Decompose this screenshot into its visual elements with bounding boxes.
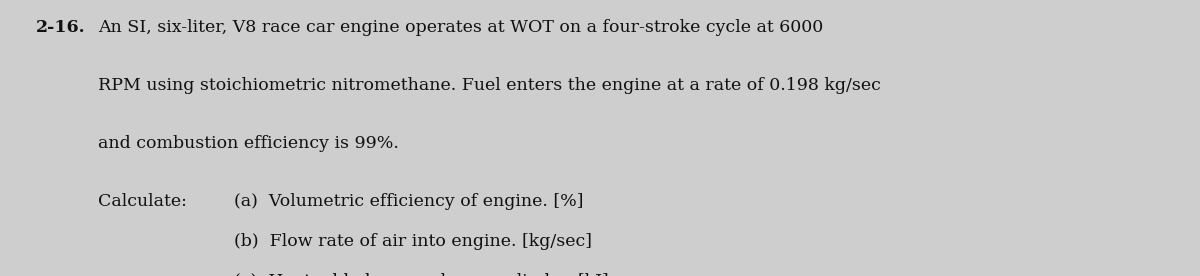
- Text: Calculate:: Calculate:: [98, 193, 187, 210]
- Text: (b)  Flow rate of air into engine. [kg/sec]: (b) Flow rate of air into engine. [kg/se…: [234, 233, 592, 250]
- Text: (a)  Volumetric efficiency of engine. [%]: (a) Volumetric efficiency of engine. [%]: [234, 193, 583, 210]
- Text: 2-16.: 2-16.: [36, 19, 85, 36]
- Text: RPM using stoichiometric nitromethane. Fuel enters the engine at a rate of 0.198: RPM using stoichiometric nitromethane. F…: [98, 77, 881, 94]
- Text: and combustion efficiency is 99%.: and combustion efficiency is 99%.: [98, 135, 400, 152]
- Text: An SI, six-liter, V8 race car engine operates at WOT on a four-stroke cycle at 6: An SI, six-liter, V8 race car engine ope…: [98, 19, 823, 36]
- Text: (c)  Heat added per cycle per cylinder. [kJ]: (c) Heat added per cycle per cylinder. […: [234, 273, 608, 276]
